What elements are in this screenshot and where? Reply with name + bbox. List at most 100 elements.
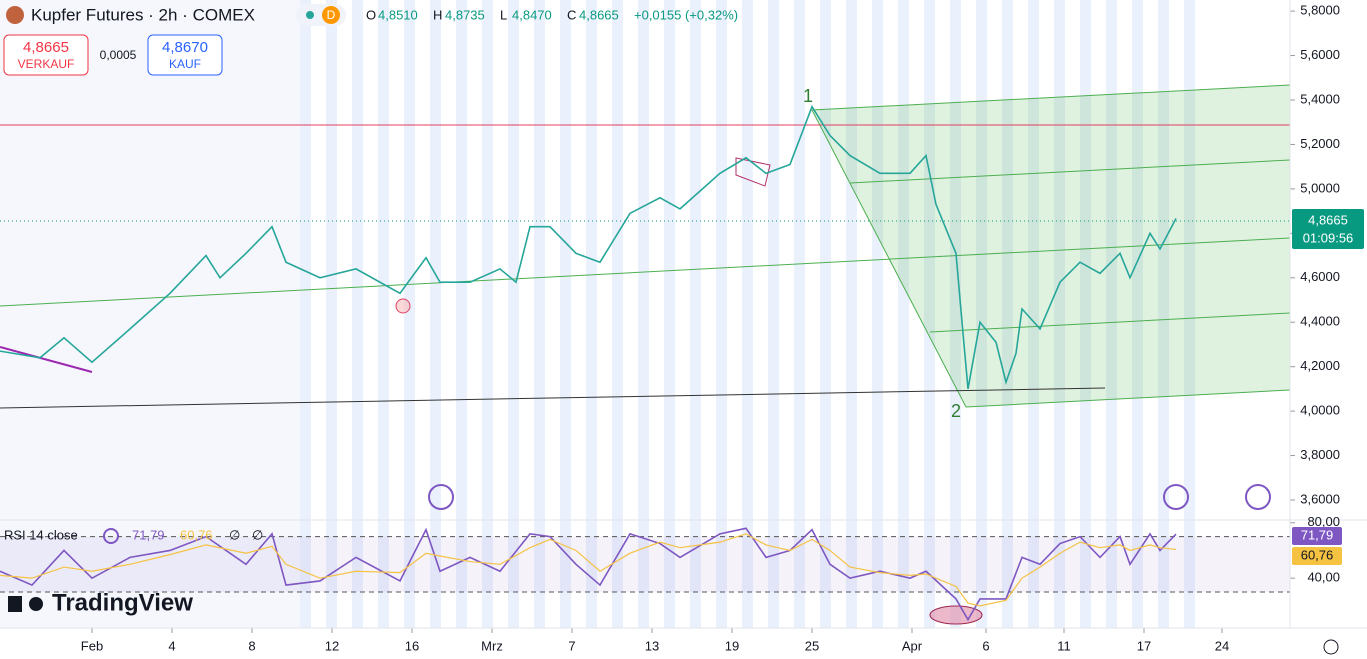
x-tick-label: 6 xyxy=(982,638,989,653)
y-tick-label: 5,2000 xyxy=(1300,136,1340,151)
symbol-title: Kupfer Futures · 2h · COMEX xyxy=(31,5,255,24)
session-stripe xyxy=(1158,0,1169,628)
rsi-value: 71,79 xyxy=(132,527,165,542)
pitchfork-line xyxy=(929,312,1291,333)
series-line xyxy=(0,527,1177,622)
session-block xyxy=(0,0,300,628)
session-stripe xyxy=(326,0,337,628)
session-stripe xyxy=(716,0,727,628)
y-tick-label: 40,00 xyxy=(1307,570,1340,585)
rsi-extra: ∅ xyxy=(229,527,240,542)
y-tick-label: 4,4000 xyxy=(1300,314,1340,329)
session-stripe xyxy=(560,0,571,628)
x-tick-label: 13 xyxy=(645,638,659,653)
ma-value: 60,76 xyxy=(180,527,213,542)
session-stripe xyxy=(456,0,467,628)
wave-label: 1 xyxy=(803,86,813,106)
countdown: 01:09:56 xyxy=(1303,230,1354,245)
x-tick-label: 19 xyxy=(725,638,739,653)
ohlc-value: 4,8735 xyxy=(445,7,485,22)
event-icon[interactable] xyxy=(1245,484,1271,510)
session-stripe xyxy=(300,0,311,628)
x-tick-label: 12 xyxy=(325,638,339,653)
ma-tag xyxy=(1292,547,1342,565)
pitchfork-handle xyxy=(811,109,967,408)
pitchfork-bottom xyxy=(965,389,1291,408)
y-tick-label: 4,0000 xyxy=(1300,403,1340,418)
status-dot xyxy=(306,11,314,19)
x-tick-label: 25 xyxy=(805,638,819,653)
rsi-title: RSI 14 close xyxy=(4,527,78,542)
ohlc-value: 4,8510 xyxy=(378,7,418,22)
trend-line xyxy=(0,346,93,373)
session-stripe xyxy=(482,0,493,628)
buy-label: KAUF xyxy=(169,57,201,71)
spread: 0,0005 xyxy=(100,48,137,62)
session-stripe xyxy=(976,0,987,628)
rsi-extra: ∅ xyxy=(252,527,263,542)
pitchfork-line xyxy=(849,159,1291,184)
session-stripe xyxy=(820,0,831,628)
session-stripe xyxy=(534,0,545,628)
buy-price: 4,8670 xyxy=(162,39,208,56)
session-stripe xyxy=(846,0,857,628)
median-line xyxy=(0,237,1291,307)
session-stripe xyxy=(768,0,779,628)
ohlc-key: O xyxy=(366,7,376,22)
y-tick-label: 80,00 xyxy=(1307,514,1340,529)
last-price: 4,8665 xyxy=(1308,212,1348,227)
y-tick-label: 5,6000 xyxy=(1300,47,1340,62)
y-tick-label: 5,4000 xyxy=(1300,91,1340,106)
sell-label: VERKAUF xyxy=(18,57,75,71)
pitchfork-area xyxy=(812,85,1290,407)
symbol-icon xyxy=(6,6,24,24)
x-tick-label: 16 xyxy=(405,638,419,653)
badge-bg xyxy=(322,6,340,24)
rsi-icon xyxy=(103,528,119,544)
y-tick-label: 5,0000 xyxy=(1300,180,1340,195)
support-line xyxy=(0,387,1106,409)
x-tick-label: Mrz xyxy=(481,638,503,653)
session-stripe xyxy=(404,0,415,628)
session-stripe xyxy=(950,0,961,628)
x-tick-label: Apr xyxy=(902,638,923,653)
rsi-tag xyxy=(1292,527,1342,545)
session-stripe xyxy=(1184,0,1195,628)
session-stripe xyxy=(508,0,519,628)
x-tick-label: 11 xyxy=(1057,638,1071,653)
session-stripe xyxy=(664,0,675,628)
x-tick-label: 24 xyxy=(1215,638,1229,653)
session-stripe xyxy=(924,0,935,628)
ohlc-value: 4,8470 xyxy=(512,7,552,22)
last-price-tag xyxy=(1292,209,1364,249)
buy-button[interactable] xyxy=(147,34,223,76)
ohlc-change: +0,0155 (+0,32%) xyxy=(634,7,738,22)
session-stripe xyxy=(378,0,389,628)
session-stripe xyxy=(638,0,649,628)
y-tick-label: 3,6000 xyxy=(1300,491,1340,506)
series-line xyxy=(0,104,1177,390)
event-icon[interactable] xyxy=(428,484,454,510)
session-stripe xyxy=(1080,0,1091,628)
sell-button[interactable] xyxy=(3,34,89,76)
marker-circle xyxy=(395,298,411,314)
event-icon[interactable] xyxy=(1163,484,1189,510)
x-tick-label: 7 xyxy=(568,638,575,653)
x-tick-label: Feb xyxy=(81,638,103,653)
x-tick-label: 8 xyxy=(248,638,255,653)
session-stripe xyxy=(690,0,701,628)
session-stripe xyxy=(586,0,597,628)
rsi-band xyxy=(0,536,1290,592)
x-tick-label: 4 xyxy=(168,638,175,653)
settings-icon[interactable] xyxy=(1323,639,1339,655)
ohlc-key: L xyxy=(500,7,507,22)
logo: TradingView xyxy=(52,589,193,616)
ohlc-key: H xyxy=(433,7,442,22)
pitchfork-top xyxy=(811,84,1291,111)
session-stripe xyxy=(1002,0,1013,628)
sell-price: 4,8665 xyxy=(23,39,69,56)
session-stripe xyxy=(430,0,441,628)
session-stripe xyxy=(352,0,363,628)
y-tick-label: 5,8000 xyxy=(1300,3,1340,18)
session-stripe xyxy=(1054,0,1065,628)
